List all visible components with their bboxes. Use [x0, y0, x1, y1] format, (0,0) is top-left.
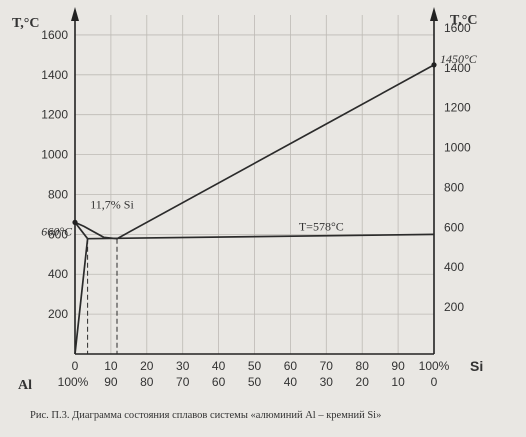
left-tick-label: 1400: [41, 68, 68, 82]
x-axis-label-si: Si: [470, 358, 483, 374]
figure-caption: Рис. П.3. Диаграмма состояния сплавов си…: [30, 410, 382, 421]
right-axis-arrow: [430, 7, 438, 21]
right-tick-label: 1000: [444, 141, 471, 155]
left-axis-label: T,°C: [12, 16, 40, 31]
x-tick-label-al: 50: [248, 375, 262, 389]
x-tick-label-al: 70: [176, 375, 190, 389]
annotation-label: 1450°C: [440, 52, 478, 66]
right-tick-label: 1600: [444, 21, 471, 35]
x-tick-label-si: 100%: [419, 359, 450, 373]
x-tick-label-si: 60: [284, 359, 298, 373]
annotation-label: 660°C: [41, 224, 73, 238]
x-tick-label-si: 70: [320, 359, 334, 373]
annotation-label: 11,7% Si: [90, 197, 134, 211]
right-axis-label: T,°C: [450, 13, 478, 28]
x-tick-label-al: 0: [431, 375, 438, 389]
series-solidus: [74, 221, 89, 240]
x-tick-label-al: 20: [356, 375, 370, 389]
right-tick-label: 400: [444, 260, 464, 274]
right-tick-label: 600: [444, 220, 464, 234]
x-tick-label-al: 80: [140, 375, 154, 389]
x-tick-label-al: 40: [284, 375, 298, 389]
left-tick-label: 1200: [41, 108, 68, 122]
x-tick-label-al: 60: [212, 375, 226, 389]
series-liquidus-si: [116, 64, 435, 240]
x-tick-label-al: 90: [104, 375, 118, 389]
x-tick-label-al: 10: [391, 375, 405, 389]
annotation-label: T=578°C: [299, 219, 344, 233]
series-solvus: [74, 238, 89, 355]
x-tick-label-si: 10: [104, 359, 118, 373]
x-tick-label-si: 80: [356, 359, 370, 373]
right-tick-label: 800: [444, 180, 464, 194]
left-tick-label: 1000: [41, 148, 68, 162]
left-tick-label: 1600: [41, 28, 68, 42]
right-tick-label: 1400: [444, 61, 471, 75]
series-eutectic-line: [87, 233, 435, 240]
x-tick-label-si: 90: [391, 359, 405, 373]
x-tick-label-al: 100%: [58, 375, 89, 389]
data-point: [72, 219, 78, 225]
x-axis-label-al: Al: [18, 378, 32, 393]
right-tick-label: 200: [444, 300, 464, 314]
left-tick-label: 400: [48, 267, 68, 281]
right-tick-label: 1200: [444, 101, 471, 115]
x-tick-label-si: 30: [176, 359, 190, 373]
x-tick-label-si: 50: [248, 359, 262, 373]
x-tick-label-si: 40: [212, 359, 226, 373]
data-point: [431, 62, 437, 68]
left-tick-label: 200: [48, 307, 68, 321]
x-tick-label-si: 20: [140, 359, 154, 373]
x-tick-label-si: 0: [72, 359, 79, 373]
left-axis-arrow: [71, 7, 79, 21]
left-tick-label: 600: [48, 227, 68, 241]
x-tick-label-al: 30: [320, 375, 334, 389]
left-tick-label: 800: [48, 187, 68, 201]
